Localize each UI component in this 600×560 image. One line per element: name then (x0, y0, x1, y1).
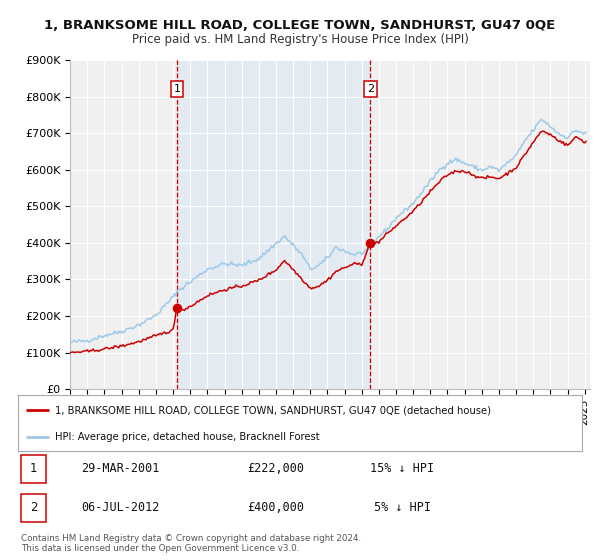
Text: £400,000: £400,000 (248, 501, 305, 515)
Text: HPI: Average price, detached house, Bracknell Forest: HPI: Average price, detached house, Brac… (55, 432, 319, 442)
Text: 2: 2 (30, 501, 37, 515)
Text: Contains HM Land Registry data © Crown copyright and database right 2024.: Contains HM Land Registry data © Crown c… (21, 534, 361, 543)
Text: 06-JUL-2012: 06-JUL-2012 (81, 501, 159, 515)
Text: 1: 1 (30, 462, 37, 475)
Text: Price paid vs. HM Land Registry's House Price Index (HPI): Price paid vs. HM Land Registry's House … (131, 32, 469, 46)
Text: 1, BRANKSOME HILL ROAD, COLLEGE TOWN, SANDHURST, GU47 0QE: 1, BRANKSOME HILL ROAD, COLLEGE TOWN, SA… (44, 18, 556, 32)
Bar (177, 60, 370, 389)
Text: 5% ↓ HPI: 5% ↓ HPI (373, 501, 431, 515)
Text: 2: 2 (367, 84, 374, 94)
Point (365, 239, 375, 248)
Text: 1: 1 (173, 84, 181, 94)
Point (172, 304, 182, 312)
Text: 15% ↓ HPI: 15% ↓ HPI (370, 462, 434, 475)
Text: 29-MAR-2001: 29-MAR-2001 (81, 462, 159, 475)
Text: 1, BRANKSOME HILL ROAD, COLLEGE TOWN, SANDHURST, GU47 0QE (detached house): 1, BRANKSOME HILL ROAD, COLLEGE TOWN, SA… (55, 405, 491, 416)
Text: £222,000: £222,000 (248, 462, 305, 475)
Text: This data is licensed under the Open Government Licence v3.0.: This data is licensed under the Open Gov… (21, 544, 299, 553)
